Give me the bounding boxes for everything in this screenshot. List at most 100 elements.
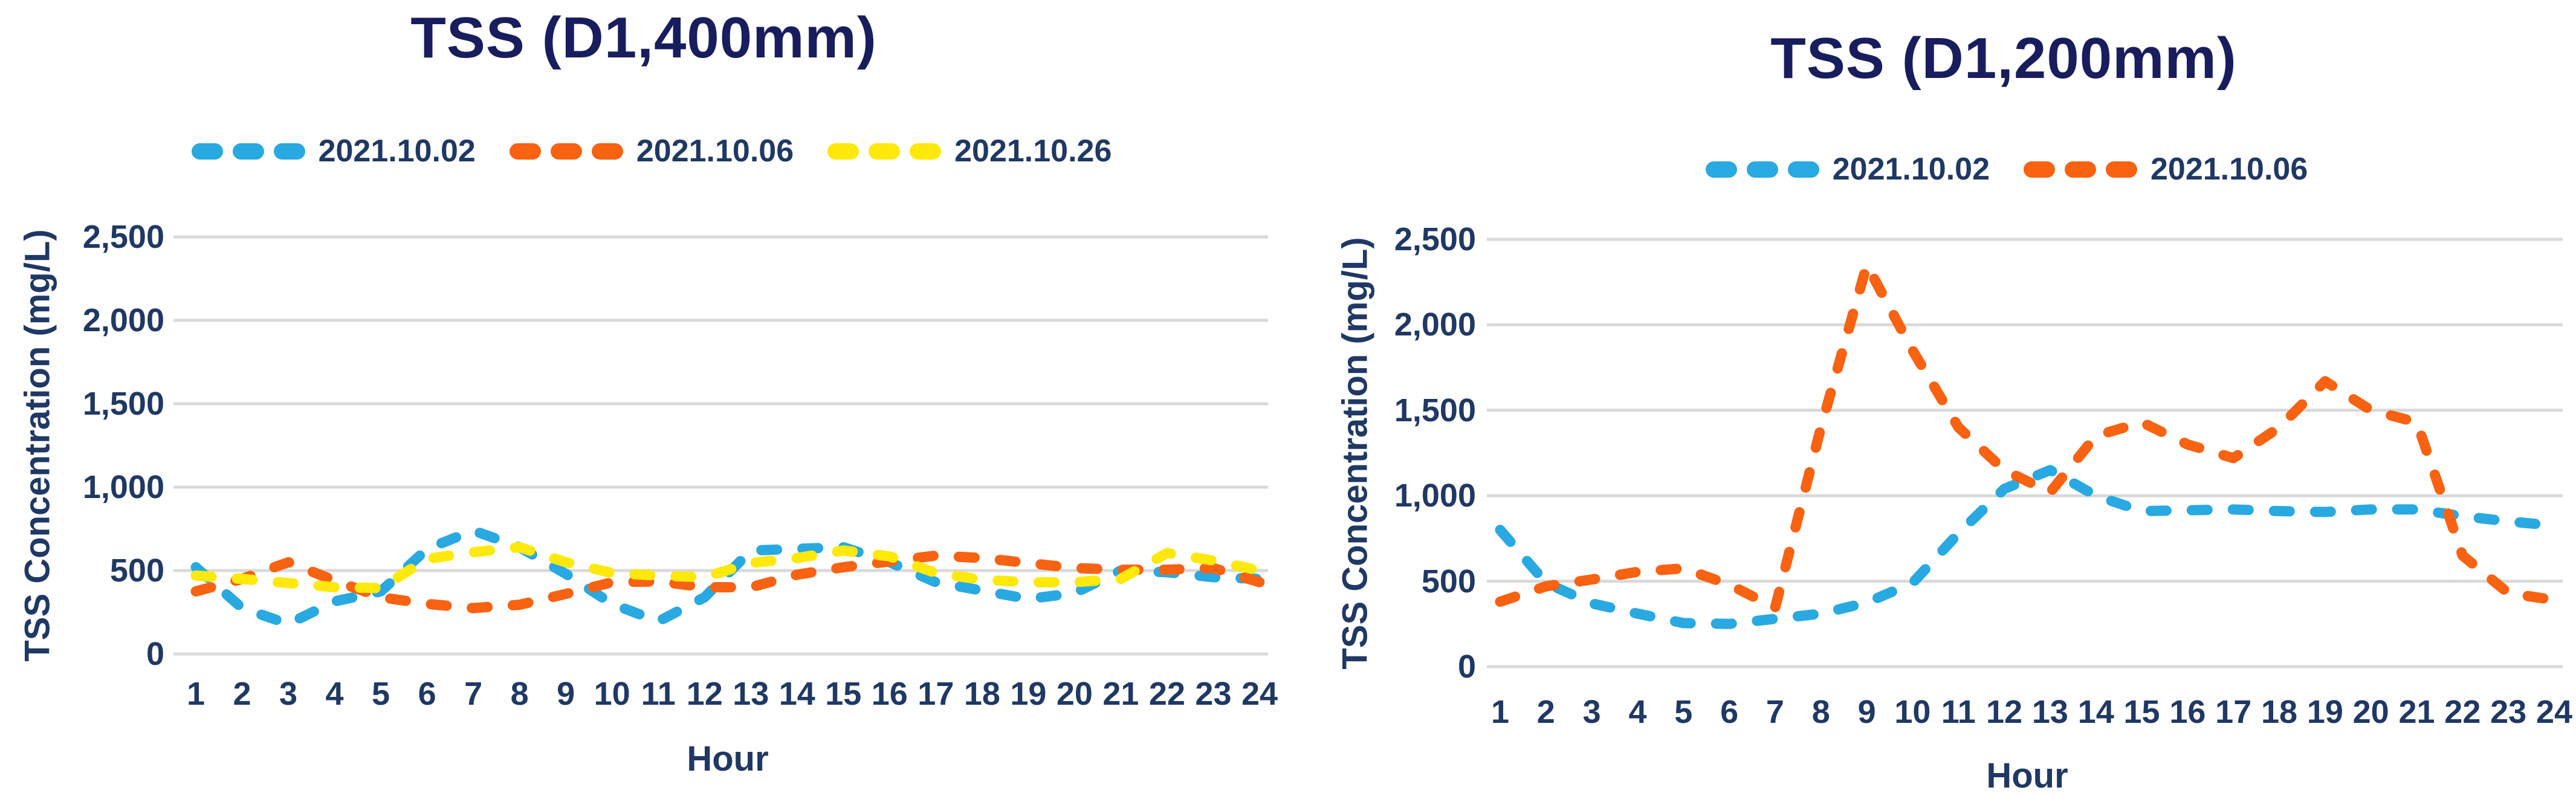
legend-item-2021.10.06: 2021.10.06 <box>2024 151 2308 187</box>
x-tick-label: 10 <box>594 676 630 712</box>
series-line-2021.10.02 <box>190 525 1265 629</box>
legend-dash <box>273 143 305 160</box>
legend-item-2021.10.02: 2021.10.02 <box>1705 151 1990 187</box>
x-tick-label: 20 <box>2352 694 2389 730</box>
legend-dash <box>2065 161 2096 178</box>
series-line-2021.10.06 <box>190 550 1265 613</box>
x-tick-label: 12 <box>686 676 723 712</box>
dashed-line-swatch-icon <box>509 143 623 160</box>
legend-item-2021.10.06: 2021.10.06 <box>509 133 794 169</box>
x-tick-label: 15 <box>2123 694 2160 730</box>
x-tick-label: 15 <box>825 676 862 712</box>
x-tick-label: 3 <box>279 676 298 712</box>
series-line-2021.10.06 <box>1495 259 2560 613</box>
dashed-line-swatch-icon <box>191 143 305 160</box>
x-tick-label: 21 <box>2398 694 2435 730</box>
y-tick-label: 1,000 <box>1394 477 1476 514</box>
x-tick-label: 16 <box>871 676 908 712</box>
x-tick-label: 1 <box>1490 694 1510 730</box>
x-tick-label: 18 <box>963 676 1000 712</box>
x-tick-label: 5 <box>1674 694 1693 730</box>
x-tick-label: 10 <box>1894 694 1931 730</box>
legend-dash <box>910 143 942 160</box>
legend-dash <box>191 143 223 160</box>
y-tick-label: 2,500 <box>1394 221 1476 257</box>
series-line-2021.10.26 <box>190 542 1265 594</box>
x-tick-label: 16 <box>2169 694 2206 730</box>
chart-title: TSS (D1,400mm) <box>410 5 877 70</box>
x-tick-label: 5 <box>372 676 390 712</box>
legend-label: 2021.10.06 <box>2150 152 2308 187</box>
y-axis-title: TSS Concentration (mg/L) <box>18 229 57 662</box>
y-tick-label: 1,500 <box>82 386 164 422</box>
dashed-line-swatch-icon <box>1705 161 1819 178</box>
x-tick-label: 11 <box>641 676 676 712</box>
x-tick-label: 8 <box>510 676 529 712</box>
x-tick-label: 7 <box>464 676 483 712</box>
legend-label: 2021.10.06 <box>636 134 794 169</box>
x-tick-label: 20 <box>1056 676 1093 712</box>
x-tick-label: 24 <box>1241 676 1278 712</box>
x-tick-label: 23 <box>2490 694 2527 730</box>
x-tick-label: 14 <box>778 676 815 712</box>
legend-dash <box>1787 161 1819 178</box>
x-tick-label: 19 <box>1010 676 1047 712</box>
x-tick-label: 13 <box>2031 694 2068 730</box>
x-tick-label: 8 <box>1811 694 1830 730</box>
x-tick-label: 22 <box>1148 676 1185 712</box>
x-tick-label: 6 <box>1720 694 1739 730</box>
legend: 2021.10.02 2021.10.06 2021.10.26 <box>47 133 1256 169</box>
x-tick-label: 14 <box>2077 694 2114 730</box>
x-tick-label: 1 <box>186 676 205 712</box>
legend-dash <box>232 143 264 160</box>
legend-dash <box>550 143 582 160</box>
dashed-line-swatch-icon <box>2024 161 2137 178</box>
x-tick-label: 9 <box>557 676 575 712</box>
legend-dash <box>591 143 623 160</box>
x-tick-label: 17 <box>2215 694 2252 730</box>
x-tick-label: 12 <box>1986 694 2023 730</box>
x-tick-label: 17 <box>917 676 954 712</box>
y-tick-label: 500 <box>109 552 164 589</box>
x-tick-label: 21 <box>1102 676 1139 712</box>
dashed-line-swatch-icon <box>827 143 942 160</box>
legend-item-2021.10.02: 2021.10.02 <box>191 133 476 169</box>
y-tick-label: 2,000 <box>1394 306 1476 343</box>
chart-title: TSS (D1,200mm) <box>1770 26 2237 91</box>
series-line-2021.10.02 <box>1495 465 2560 629</box>
x-tick-label: 2 <box>233 676 251 712</box>
legend-dash <box>509 143 541 160</box>
y-tick-label: 0 <box>1457 649 1476 685</box>
x-tick-label: 22 <box>2444 694 2481 730</box>
x-axis-title: Hour <box>1986 756 2068 795</box>
x-tick-label: 23 <box>1195 676 1232 712</box>
x-tick-label: 3 <box>1582 694 1601 730</box>
x-tick-label: 4 <box>325 676 344 712</box>
x-tick-label: 13 <box>733 676 769 712</box>
x-tick-label: 7 <box>1765 694 1784 730</box>
y-tick-label: 1,500 <box>1394 392 1476 429</box>
legend-dash <box>2106 161 2137 178</box>
legend-label: 2021.10.02 <box>1832 152 1990 187</box>
legend-label: 2021.10.02 <box>318 134 476 169</box>
x-axis-title: Hour <box>687 739 769 778</box>
y-axis-title: TSS Concentration (mg/L) <box>1335 236 1375 670</box>
y-tick-label: 1,000 <box>82 469 164 505</box>
x-tick-label: 4 <box>1628 694 1647 730</box>
y-tick-label: 500 <box>1421 563 1476 600</box>
x-tick-label: 24 <box>2536 694 2573 730</box>
legend-label: 2021.10.26 <box>954 134 1112 169</box>
x-tick-label: 6 <box>418 676 436 712</box>
legend-item-2021.10.26: 2021.10.26 <box>827 133 1112 169</box>
y-tick-label: 0 <box>146 636 164 672</box>
x-tick-label: 19 <box>2306 694 2343 730</box>
legend-dash <box>2024 161 2055 178</box>
legend-dash <box>869 143 901 160</box>
legend-dash <box>1705 161 1737 178</box>
x-tick-label: 2 <box>1536 694 1555 730</box>
